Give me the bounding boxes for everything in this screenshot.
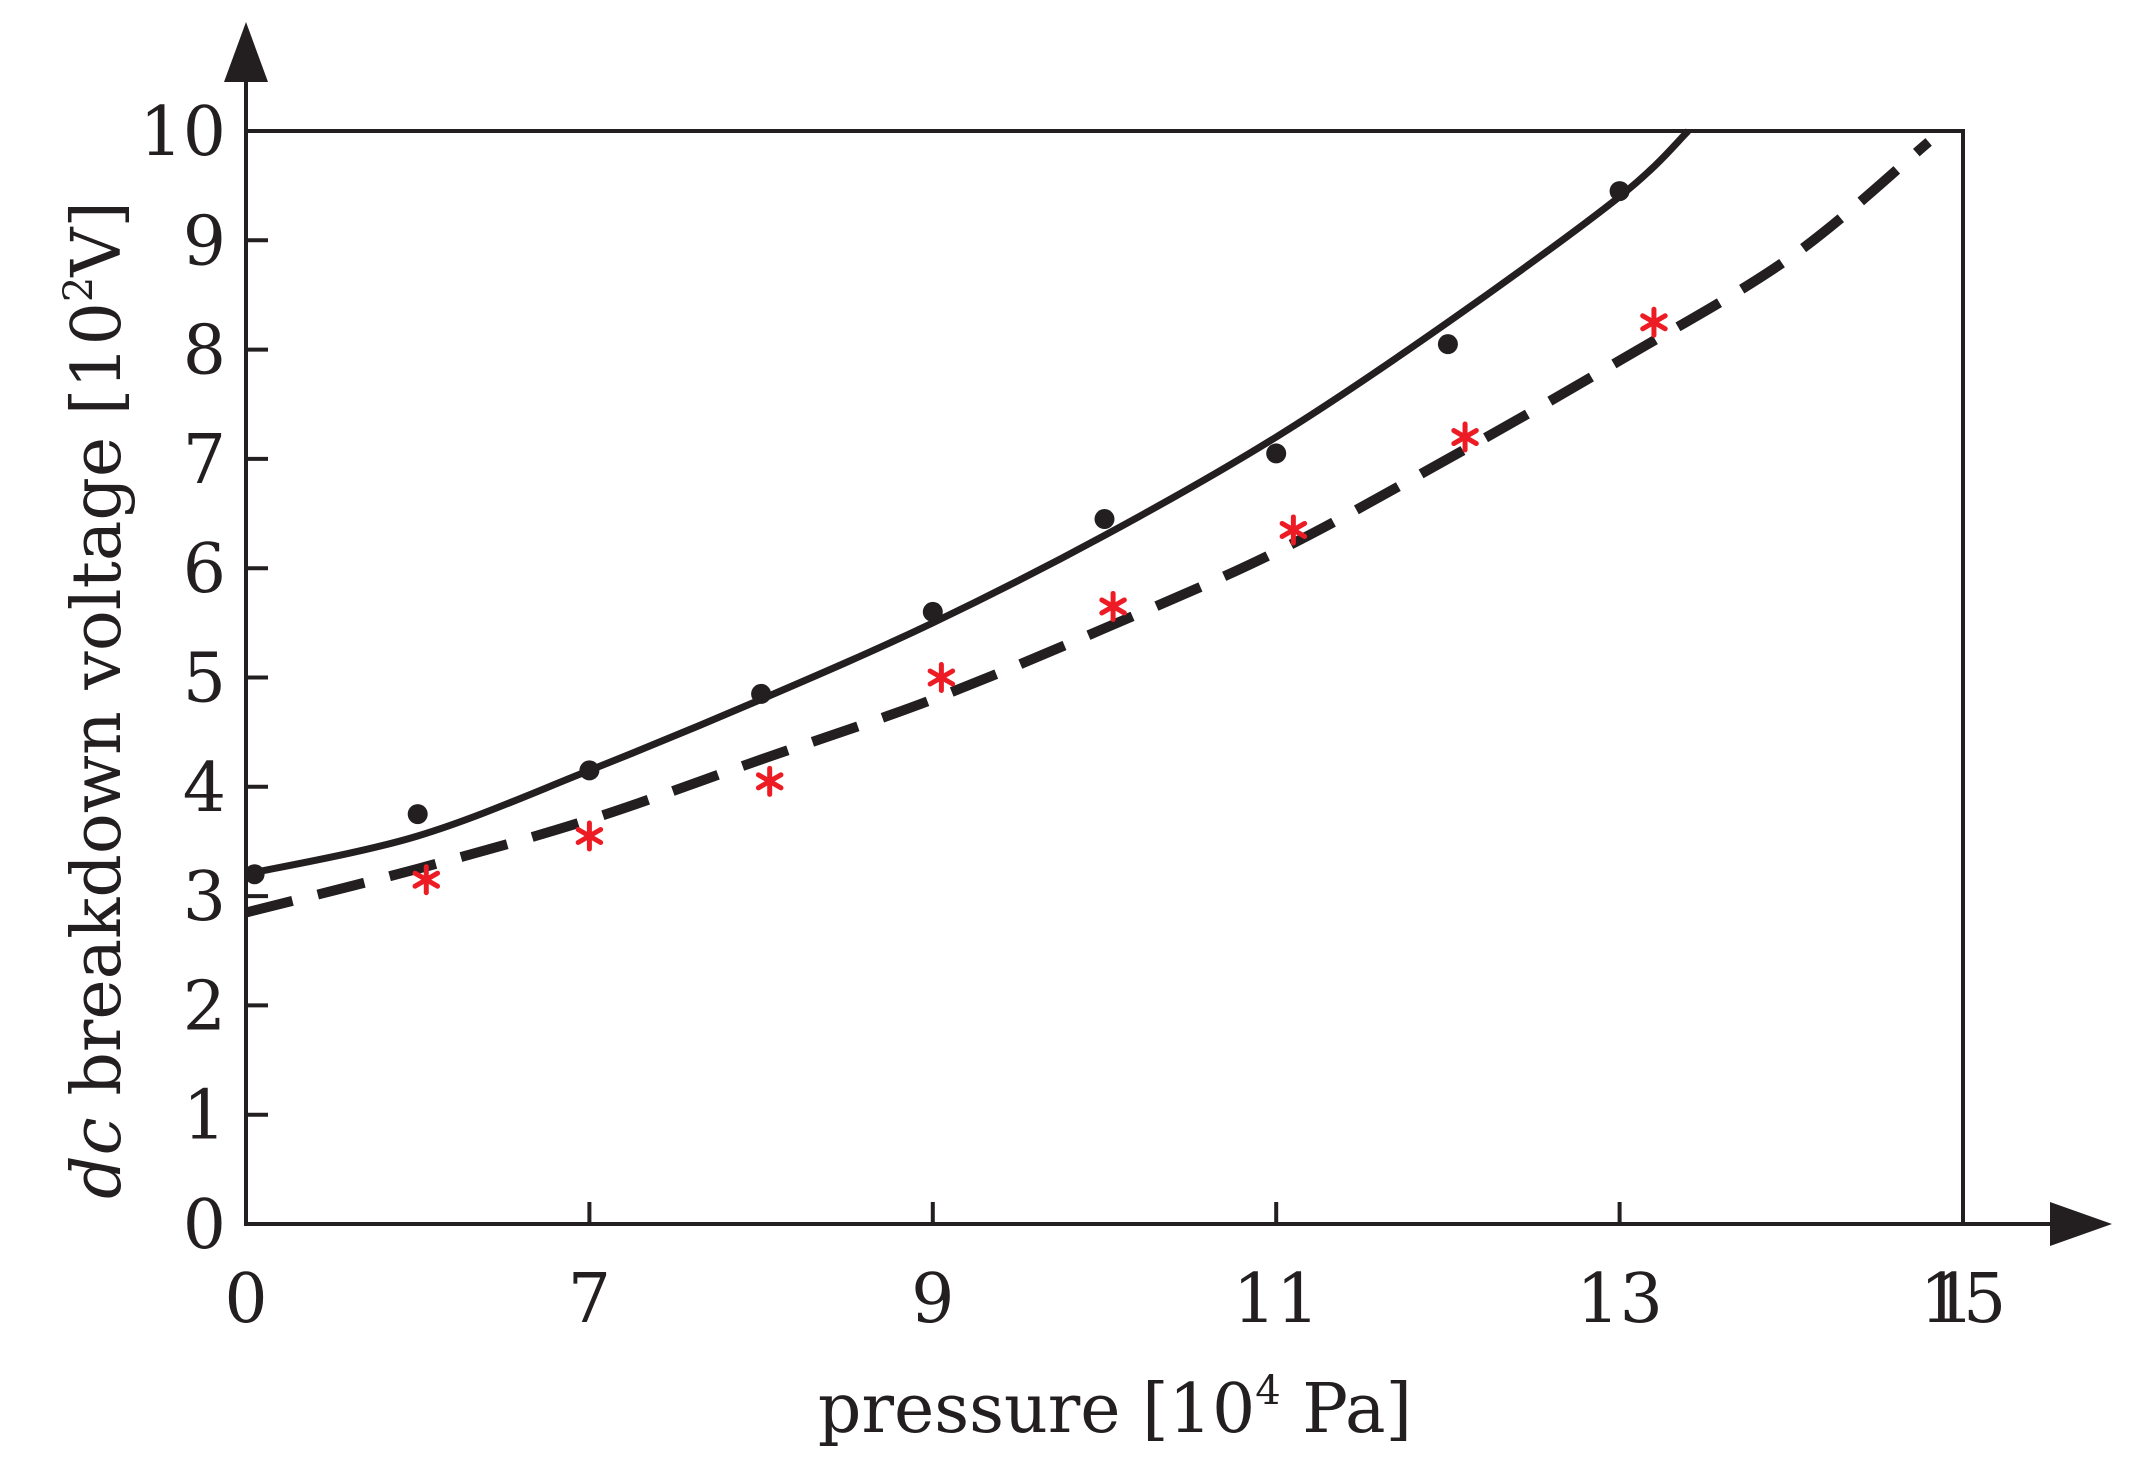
data-point-dot: [751, 683, 772, 704]
y-tick-label: 4: [183, 749, 226, 828]
data-point-dot: [1437, 334, 1458, 355]
data-point-asterisk: [1099, 590, 1127, 622]
y-tick-label: 1: [183, 1077, 226, 1156]
asterisk-stroke: [1279, 520, 1308, 539]
y-tick-label: 0: [183, 1186, 226, 1265]
y-tick-label: 2: [183, 967, 226, 1046]
x-tick-label: 7: [568, 1260, 611, 1339]
data-point-dot: [922, 601, 943, 622]
y-tick-label: 6: [183, 530, 226, 609]
x-axis-title: pressure [104 Pa]: [818, 1368, 1412, 1449]
data-point-dot: [1609, 181, 1630, 202]
y-ticks: 0 1 2 3 4 5 6 7 8 9 10: [139, 93, 268, 1265]
data-point-asterisk: [1279, 514, 1308, 546]
asterisk-stroke: [1451, 428, 1479, 447]
data-point-asterisk: [575, 820, 604, 852]
y-axis-title: dc breakdown voltage [102V]: [56, 201, 137, 1199]
y-axis-arrow-icon: [224, 22, 268, 82]
x-tick-label: 0: [224, 1260, 267, 1339]
x-ticks: 0 7 9 11 13 151: [224, 1202, 2006, 1339]
asterisk-stroke: [1099, 597, 1127, 616]
x-tick-label: 11: [1233, 1260, 1320, 1339]
y-tick-label: 5: [183, 640, 226, 719]
y-tick-label: 3: [183, 858, 226, 937]
data-point-dot: [579, 760, 600, 781]
series-line-1: [246, 138, 1932, 918]
x-axis-arrow-icon: [2050, 1202, 2112, 1246]
data-point-asterisk: [927, 662, 956, 693]
x-tick-overlap-label: 1: [1931, 1260, 1974, 1339]
asterisk-stroke: [1640, 313, 1668, 332]
data-point-asterisk: [412, 864, 441, 896]
y-tick-label: 10: [139, 93, 226, 172]
x-tick-label: 13: [1576, 1260, 1663, 1339]
marker-layer: [244, 181, 1668, 896]
asterisk-stroke: [575, 826, 604, 845]
data-point-dot: [1266, 443, 1287, 464]
data-point-asterisk: [1451, 421, 1479, 453]
asterisk-stroke: [755, 772, 784, 791]
asterisk-stroke: [412, 870, 441, 889]
plot-frame: [244, 129, 1965, 1226]
y-tick-label: 9: [183, 202, 226, 281]
data-point-dot: [244, 864, 265, 885]
asterisk-stroke: [927, 668, 956, 687]
series-line-0: [246, 128, 1691, 878]
x-tick-label: 9: [911, 1260, 954, 1339]
data-point-asterisk: [1640, 306, 1668, 338]
y-tick-label: 8: [183, 312, 226, 391]
series-layer: [246, 128, 1932, 918]
y-tick-label: 7: [183, 421, 226, 500]
x-tick-label: 15: [1920, 1260, 2007, 1339]
data-point-dot: [407, 804, 428, 825]
data-point-asterisk: [755, 765, 784, 797]
data-point-dot: [1094, 509, 1115, 530]
